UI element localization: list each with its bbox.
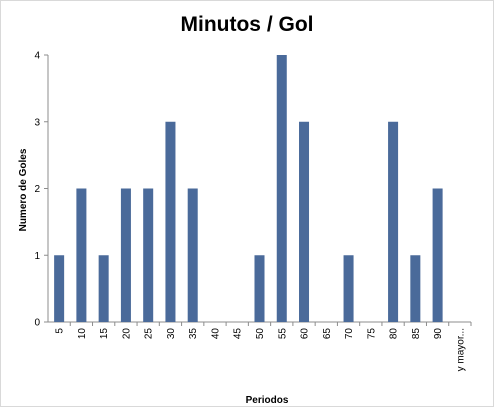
y-tick-label: 4: [34, 51, 40, 62]
x-tick-label: 15: [99, 328, 110, 340]
bar: [254, 255, 265, 322]
bar: [276, 55, 287, 322]
x-tick-label: 25: [144, 328, 155, 340]
bar: [76, 188, 87, 322]
y-tick-label: 1: [34, 251, 40, 262]
bar: [165, 121, 176, 322]
x-tick-label: 40: [210, 328, 221, 340]
y-tick-label: 0: [34, 318, 40, 329]
x-tick-label: y mayor...: [455, 328, 466, 371]
x-tick-label: 65: [322, 328, 333, 340]
axes: [44, 54, 472, 326]
y-axis-label: Numero de Goles: [18, 148, 29, 231]
bar: [432, 188, 443, 322]
x-tick-label: 90: [433, 328, 444, 340]
bar: [143, 188, 154, 322]
x-tick-label: 20: [121, 328, 132, 340]
bar: [410, 255, 421, 322]
x-tick-label: 10: [77, 328, 88, 340]
chart-title: Minutos / Gol: [181, 13, 314, 36]
bar: [98, 255, 109, 322]
x-axis-label: Periodos: [246, 395, 289, 406]
x-tick-labels: 5 10 15 20 25 30 35 40 45 50 55 60 65 70 75 80 85 90 y may…: [55, 328, 467, 372]
x-tick-label: 45: [233, 328, 244, 340]
x-tick-label: 60: [300, 328, 311, 340]
bar: [54, 255, 65, 322]
x-tick-label: 85: [411, 328, 422, 340]
y-tick-label: 2: [34, 184, 40, 195]
x-tick-label: 35: [188, 328, 199, 340]
bars: [54, 55, 443, 322]
bar: [343, 255, 354, 322]
bar: [388, 121, 399, 322]
x-tick-label: 55: [277, 328, 288, 340]
bar: [299, 121, 310, 322]
x-tick-label: 30: [166, 328, 177, 340]
x-tick-label: 70: [344, 328, 355, 340]
bar: [187, 188, 198, 322]
x-tick-label: 50: [255, 328, 266, 340]
x-tick-label: 80: [389, 328, 400, 340]
bar: [120, 188, 131, 322]
y-tick-label: 3: [34, 117, 40, 128]
y-tick-labels: 0 1 2 3 4: [34, 51, 40, 329]
x-tick-label: 75: [366, 328, 377, 340]
x-tick-label: 5: [55, 328, 66, 334]
